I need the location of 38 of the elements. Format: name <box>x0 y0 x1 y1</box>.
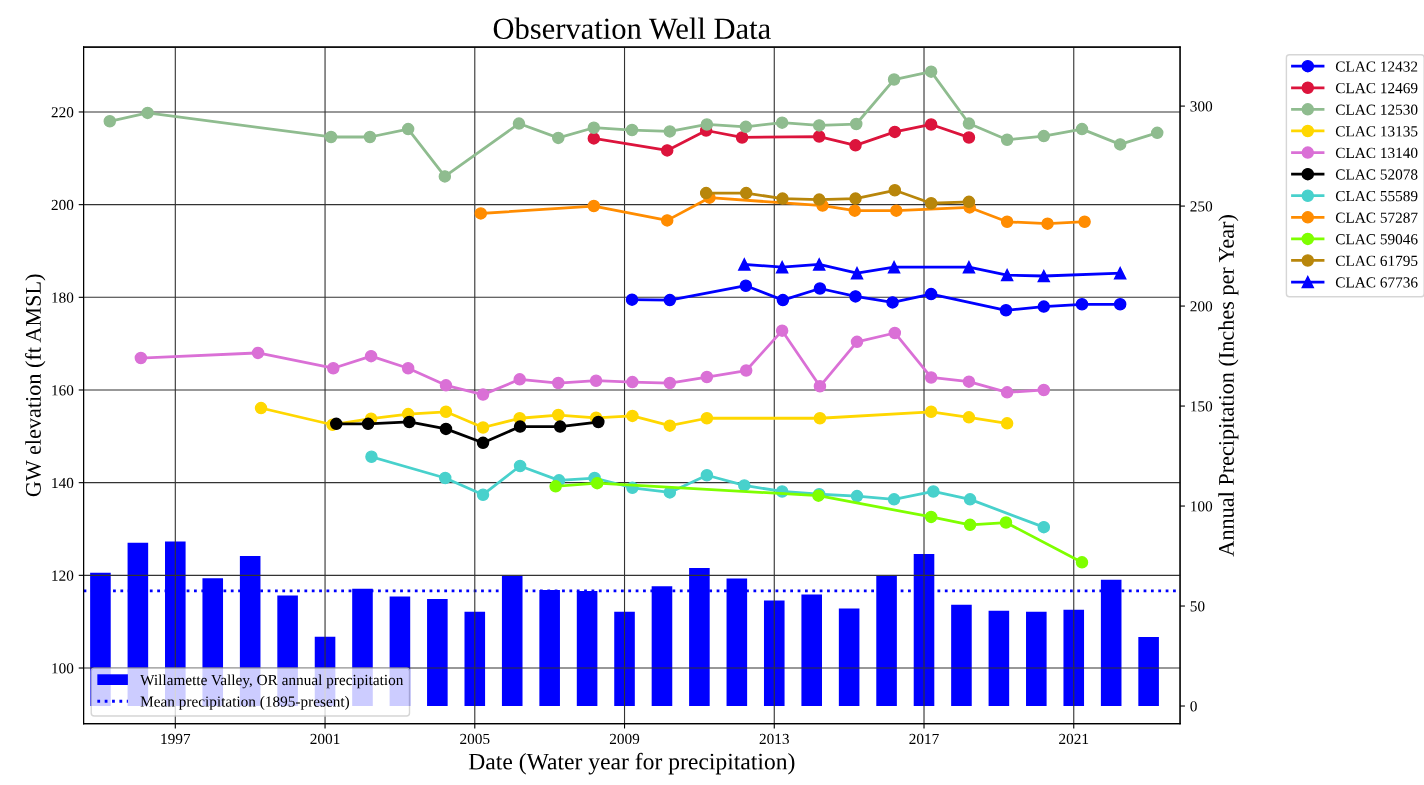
legend-label: CLAC 61795 <box>1335 255 1418 266</box>
y-tick-label: 160 <box>52 385 74 396</box>
legend-label: CLAC 13135 <box>1335 126 1418 137</box>
y-tick-label: 220 <box>51 107 74 118</box>
y-axis-title: GW elevation (ft AMSL) <box>25 274 46 497</box>
x-tick-label: 2013 <box>759 733 789 745</box>
y2-tick-label: 100 <box>1191 501 1213 512</box>
x-tick-label: 2009 <box>609 733 640 745</box>
y2-tick-label: 200 <box>1190 301 1213 312</box>
legend-label: Mean precipitation (1895-present) <box>140 696 350 710</box>
x-tick-label: 1997 <box>161 733 191 745</box>
legend-label: CLAC 57287 <box>1335 212 1418 223</box>
chart-title: Observation Well Data <box>493 17 771 40</box>
y-tick-label: 180 <box>52 292 74 303</box>
x-tick-label: 2005 <box>460 733 490 745</box>
legend-label: CLAC 52078 <box>1335 169 1418 180</box>
legend-label: CLAC 12432 <box>1335 61 1418 72</box>
y2-tick-label: 250 <box>1190 201 1213 212</box>
y2-tick-label: 300 <box>1190 101 1213 112</box>
y2-axis-title: Annual Precipitation (Inches per Year) <box>1218 215 1239 557</box>
y-tick-label: 120 <box>52 570 74 581</box>
y-tick-label: 100 <box>52 663 74 674</box>
legend-label: CLAC 67736 <box>1335 277 1418 288</box>
x-axis-title: Date (Water year for precipitation) <box>468 752 795 775</box>
y-tick-label: 200 <box>51 199 74 211</box>
x-tick-label: 2017 <box>909 733 939 745</box>
legend-label: CLAC 12530 <box>1335 104 1418 115</box>
y-tick-label: 140 <box>52 477 74 489</box>
x-tick-label: 2021 <box>1059 733 1089 745</box>
y2-tick-label: 50 <box>1190 601 1205 612</box>
legend-label: CLAC 59046 <box>1335 234 1418 245</box>
x-tick-label: 2001 <box>310 733 340 745</box>
legend-label: CLAC 12469 <box>1335 83 1418 94</box>
legend-label: CLAC 13140 <box>1335 147 1418 159</box>
y2-tick-label: 0 <box>1190 701 1197 712</box>
y2-tick-label: 150 <box>1191 401 1213 412</box>
legend-label: CLAC 55589 <box>1335 190 1418 202</box>
legend-label: Willamette Valley, OR annual precipitation <box>140 674 404 689</box>
